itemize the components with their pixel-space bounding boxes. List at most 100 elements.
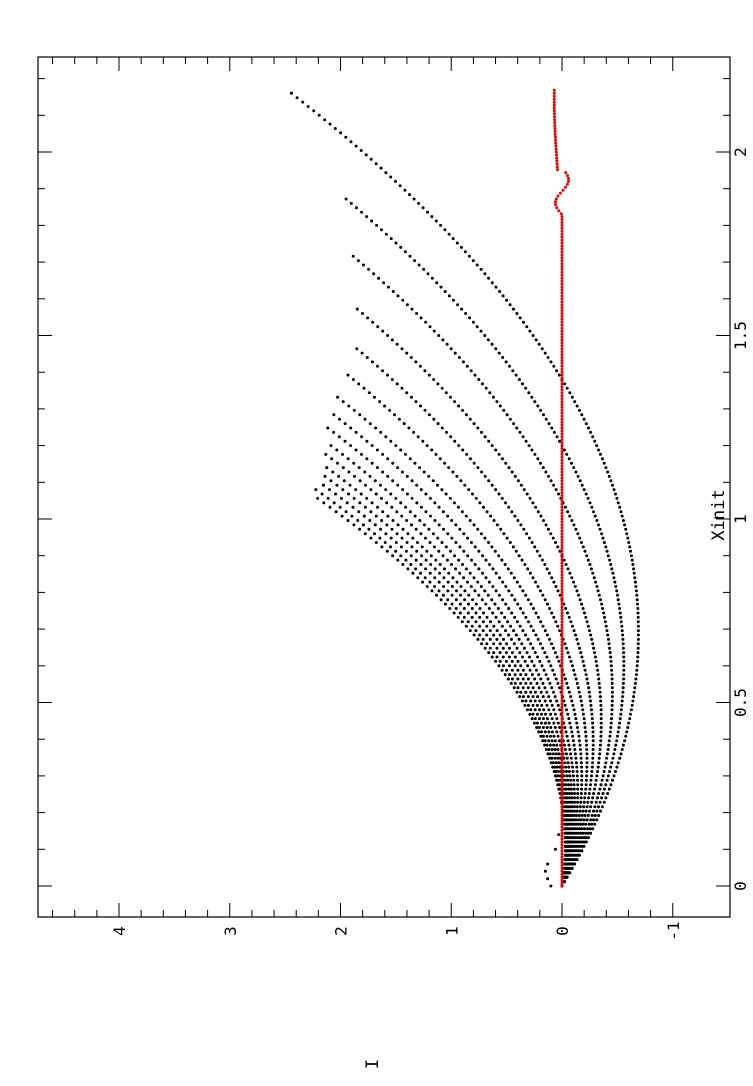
- curve-point: [524, 386, 528, 390]
- curve-point: [518, 430, 522, 434]
- curve-point: [373, 479, 377, 483]
- red-series-point: [560, 532, 564, 536]
- curve-point: [598, 787, 602, 791]
- red-series-point: [560, 664, 564, 668]
- red-series-point: [560, 855, 564, 859]
- curve-point: [568, 655, 571, 659]
- curve-point: [536, 585, 540, 588]
- curve-point: [525, 651, 529, 655]
- curve-point: [604, 545, 608, 549]
- curve-point: [372, 272, 376, 276]
- curve-point: [459, 593, 463, 597]
- curve-point: [604, 466, 608, 470]
- curve-point: [599, 703, 603, 707]
- curve-point: [458, 611, 462, 615]
- curve-point: [450, 536, 454, 540]
- curve-point: [529, 681, 533, 685]
- red-series-point: [560, 461, 564, 465]
- curve-point: [615, 589, 619, 593]
- curve-point: [505, 413, 509, 417]
- curve-point: [635, 668, 639, 672]
- curve-point: [500, 457, 504, 461]
- curve-point: [500, 496, 504, 500]
- curve-point: [590, 814, 594, 817]
- curve-point: [602, 541, 606, 544]
- curve-point: [518, 695, 522, 699]
- curve-point: [401, 298, 405, 302]
- curve-point: [528, 571, 532, 575]
- curve-point: [548, 752, 552, 756]
- curve-point: [529, 642, 533, 646]
- curve-point: [576, 686, 580, 690]
- curve-point: [519, 523, 523, 527]
- curve-point: [595, 664, 599, 668]
- curve-point: [470, 615, 474, 619]
- curve-point: [636, 615, 640, 619]
- curve-point: [547, 571, 551, 575]
- curve-point: [549, 884, 553, 888]
- curve-point: [496, 607, 500, 610]
- curve-point: [504, 659, 508, 663]
- curve-point: [600, 532, 604, 536]
- curve-point: [384, 435, 388, 439]
- curve-point: [501, 646, 505, 650]
- curve-point: [580, 541, 583, 544]
- curve-point: [634, 673, 638, 677]
- curve-point: [462, 576, 466, 580]
- curve-point: [477, 378, 481, 381]
- curve-point: [461, 360, 465, 364]
- red-series-point: [560, 323, 564, 327]
- red-series-point: [554, 203, 558, 207]
- curve-point: [616, 598, 620, 602]
- curve-point: [569, 726, 573, 729]
- curve-point: [515, 580, 519, 584]
- curve-point: [510, 659, 514, 663]
- curve-point: [570, 395, 574, 399]
- red-series-point: [560, 819, 564, 823]
- curve-point: [558, 792, 562, 795]
- red-series-point: [560, 881, 564, 885]
- curve-point: [536, 404, 540, 408]
- curve-point: [516, 677, 520, 681]
- curve-point: [553, 847, 557, 851]
- curve-point: [414, 400, 418, 404]
- curve-point: [427, 474, 431, 478]
- curve-point: [550, 730, 554, 734]
- curve-point: [538, 717, 541, 721]
- curve-point: [562, 774, 566, 778]
- curve-point: [405, 391, 409, 395]
- curve-point: [526, 695, 530, 699]
- red-series-point: [560, 667, 564, 671]
- curve-point: [383, 541, 387, 544]
- curve-point: [306, 105, 310, 108]
- curve-point: [427, 373, 431, 377]
- curve-point: [584, 836, 588, 840]
- curve-point: [580, 814, 584, 817]
- red-series-point: [560, 265, 564, 268]
- curve-point: [552, 734, 556, 738]
- curve-point: [622, 668, 626, 672]
- red-series-point: [555, 156, 559, 160]
- curve-point: [570, 699, 574, 703]
- curve-point: [347, 470, 351, 474]
- curve-point: [434, 558, 438, 562]
- curve-point: [295, 96, 299, 100]
- red-series-point: [553, 115, 556, 119]
- curve-point: [563, 677, 567, 681]
- red-series-point: [565, 182, 569, 186]
- curve-point: [583, 726, 587, 729]
- curve-point: [427, 413, 431, 417]
- curve-point: [375, 466, 379, 470]
- curve-point: [509, 571, 513, 575]
- curve-point: [443, 461, 447, 465]
- curve-point: [422, 470, 426, 474]
- curve-point: [452, 501, 456, 505]
- curve-point: [584, 615, 588, 619]
- curve-point: [578, 827, 582, 831]
- curve-point: [526, 598, 530, 602]
- curve-point: [587, 426, 590, 430]
- curve-point: [383, 404, 387, 408]
- curve-point: [551, 752, 555, 756]
- curve-point: [631, 699, 635, 703]
- curve-point: [573, 796, 577, 800]
